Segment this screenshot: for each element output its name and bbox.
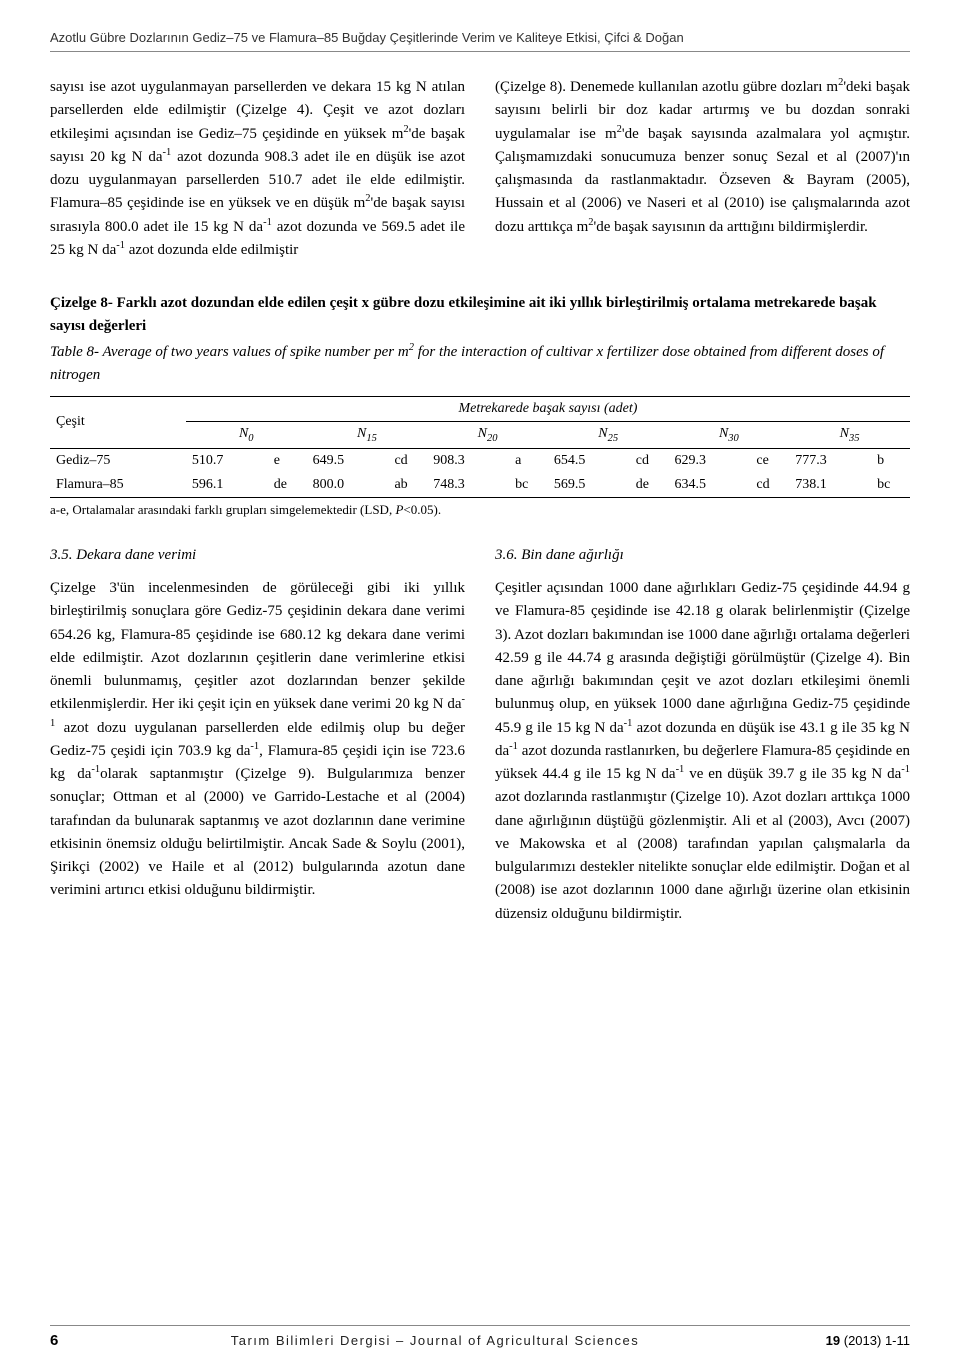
table8-cell-label: ab [394,473,427,498]
table8-cell-label: b [877,448,910,473]
sec35-heading: 3.5. Dekara dane verimi [50,544,465,567]
table8-cell-label: a [515,448,548,473]
journal-name: Tarım Bilimleri Dergisi – Journal of Agr… [80,1333,790,1348]
sec36-heading: 3.6. Bin dane ağırlığı [495,544,910,567]
sec36-body: Çeşitler açısından 1000 dane ağırlıkları… [495,577,910,926]
lower-text-columns: 3.5. Dekara dane verimi Çizelge 3'ün inc… [50,544,910,926]
table8-cell-label: cd [756,473,789,498]
table8-cell: 654.5 [548,448,636,473]
table8-col-n25: N25 [548,422,669,449]
table8-caption-en: Table 8- Average of two years values of … [50,341,910,386]
table8-cell: 510.7 [186,448,274,473]
table8-group-header: Metrekarede başak sayısı (adet) [186,397,910,422]
upper-text-columns: sayısı ise azot uygulanmayan parsellerde… [50,76,910,262]
table8-cell: 629.3 [669,448,757,473]
table8-col-n20: N20 [427,422,548,449]
table8-col-n30: N30 [669,422,790,449]
table8-cell: 634.5 [669,473,757,498]
table8-col-n35: N35 [789,422,910,449]
table8-cell-label: de [274,473,307,498]
table8-cell: 800.0 [307,473,395,498]
table8-col-n0: N0 [186,422,307,449]
table8-caption-tr: Çizelge 8- Farklı azot dozundan elde edi… [50,292,910,337]
table8-row-header: Çeşit [50,397,186,449]
table8-cell: 649.5 [307,448,395,473]
page-number: 6 [50,1332,80,1349]
table8-cell-label: bc [515,473,548,498]
table8-cell-label: cd [394,448,427,473]
upper-col-right: (Çizelge 8). Denemede kullanılan azotlu … [495,76,910,262]
table8-cell: 777.3 [789,448,877,473]
sec35-body: Çizelge 3'ün incelenmesinden de görülece… [50,577,465,903]
running-header: Azotlu Gübre Dozlarının Gediz–75 ve Flam… [50,30,910,52]
table8-row0-name: Gediz–75 [50,448,186,473]
table8-cell-label: bc [877,473,910,498]
lower-col-right: 3.6. Bin dane ağırlığı Çeşitler açısında… [495,544,910,926]
table8-cell-label: de [636,473,669,498]
table8-cell: 738.1 [789,473,877,498]
table8-footnote: a-e, Ortalamalar arasındaki farklı grupl… [50,502,910,518]
table-row: Flamura–85 596.1de 800.0ab 748.3bc 569.5… [50,473,910,498]
table8-row1-name: Flamura–85 [50,473,186,498]
table8-cell: 596.1 [186,473,274,498]
table8-col-n15: N15 [307,422,428,449]
table8-cell: 569.5 [548,473,636,498]
table8-cell: 748.3 [427,473,515,498]
table8-cell-label: cd [636,448,669,473]
table8: Çeşit Metrekarede başak sayısı (adet) N0… [50,396,910,498]
table8-cell: 908.3 [427,448,515,473]
table8-cell-label: ce [756,448,789,473]
table-row: Gediz–75 510.7e 649.5cd 908.3a 654.5cd 6… [50,448,910,473]
lower-col-left: 3.5. Dekara dane verimi Çizelge 3'ün inc… [50,544,465,926]
issue-info: 19 (2013) 1-11 [790,1333,910,1348]
upper-col-left: sayısı ise azot uygulanmayan parsellerde… [50,76,465,262]
table8-cell-label: e [274,448,307,473]
page-footer: 6 Tarım Bilimleri Dergisi – Journal of A… [50,1325,910,1349]
